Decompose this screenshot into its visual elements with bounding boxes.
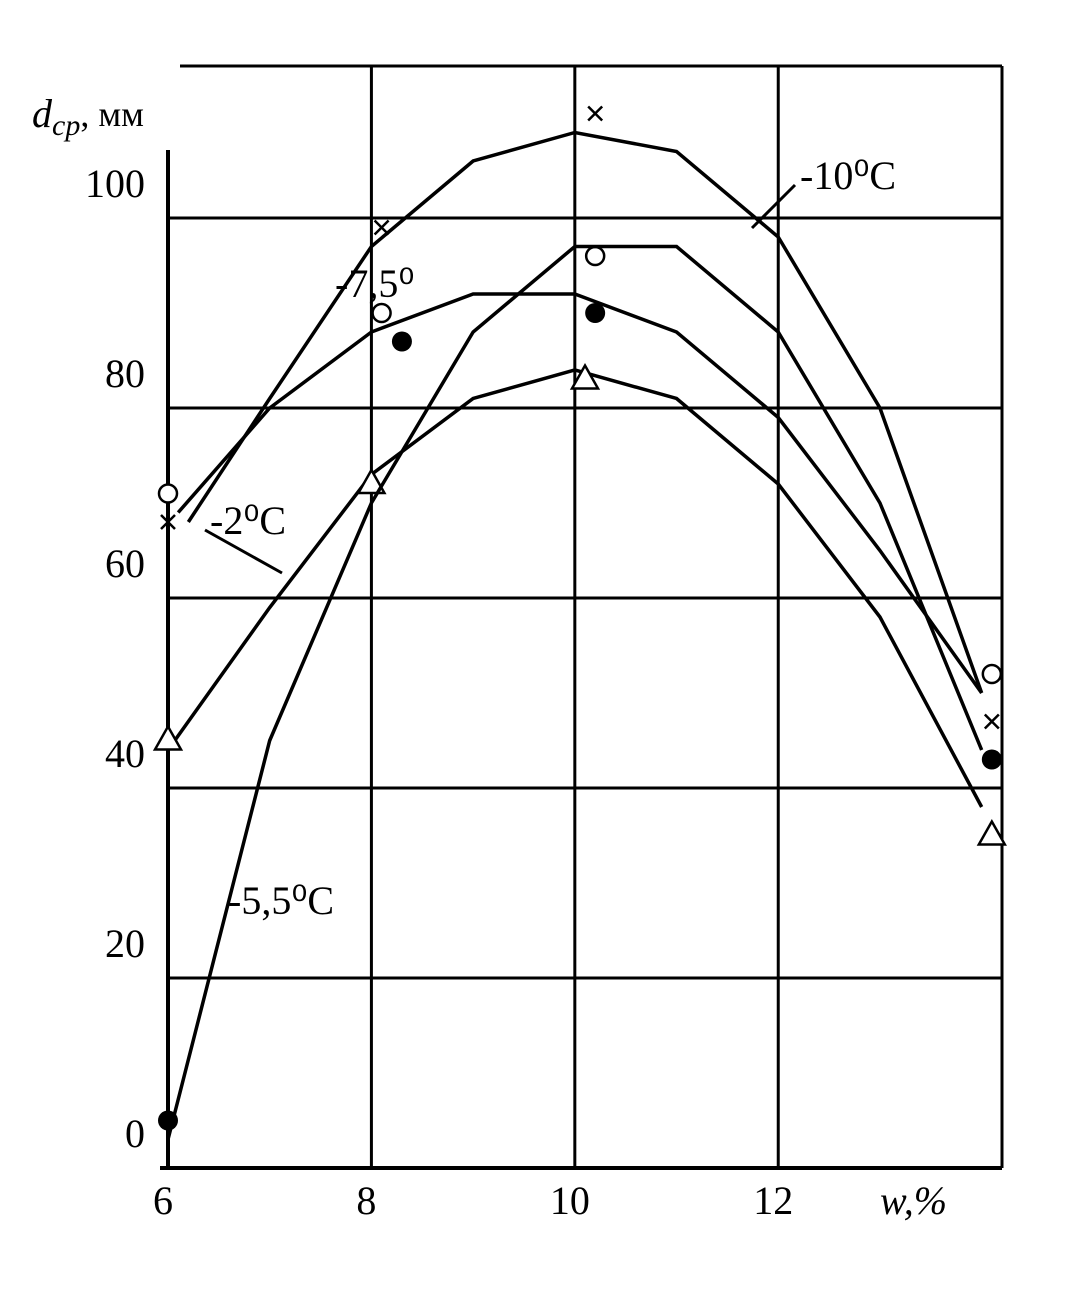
curve-label: -5,5⁰C: [228, 878, 334, 923]
y-tick-label: 40: [105, 731, 145, 776]
marker-filled-circle: [585, 303, 606, 323]
marker-open-circle: [584, 245, 606, 267]
marker-cross: [160, 514, 176, 530]
leader-line: [204, 528, 283, 575]
curve-label: -7,5⁰: [335, 261, 414, 306]
x-tick-label: 8: [356, 1178, 376, 1223]
marker-cross: [373, 219, 390, 236]
y-tick-label: 20: [105, 921, 145, 966]
curve: [186, 130, 984, 694]
leader-line: [750, 183, 797, 230]
marker-cross: [983, 713, 1000, 730]
marker-triangle: [356, 467, 387, 495]
x-axis-title: w,%: [880, 1178, 947, 1223]
marker-triangle: [976, 818, 1007, 846]
x-tick-label: 12: [753, 1178, 793, 1223]
curve: [166, 244, 984, 1140]
marker-open-circle: [981, 663, 1003, 685]
curve: [176, 292, 984, 695]
y-tick-label: 100: [85, 161, 145, 206]
marker-open-circle: [157, 483, 179, 504]
y-tick-label: 0: [125, 1111, 145, 1156]
y-title-sub: ср: [52, 109, 80, 142]
y-title-unit: , мм: [80, 94, 144, 134]
y-axis-title: dср, мм: [32, 91, 144, 142]
marker-triangle: [152, 723, 184, 751]
curve-label: -2⁰C: [210, 498, 286, 543]
marker-cross: [587, 105, 604, 122]
y-tick-label: 60: [105, 541, 145, 586]
curve-label: -10⁰C: [800, 153, 896, 198]
marker-filled-circle: [391, 331, 412, 352]
marker-triangle: [569, 362, 601, 390]
x-tick-label: 10: [550, 1178, 590, 1223]
y-title-main: d: [32, 91, 53, 136]
marker-open-circle: [371, 302, 392, 324]
marker-filled-circle: [158, 1110, 178, 1131]
y-tick-label: 80: [105, 351, 145, 396]
marker-filled-circle: [981, 749, 1002, 770]
x-tick-label: 6: [153, 1178, 173, 1223]
curve: [166, 368, 984, 808]
